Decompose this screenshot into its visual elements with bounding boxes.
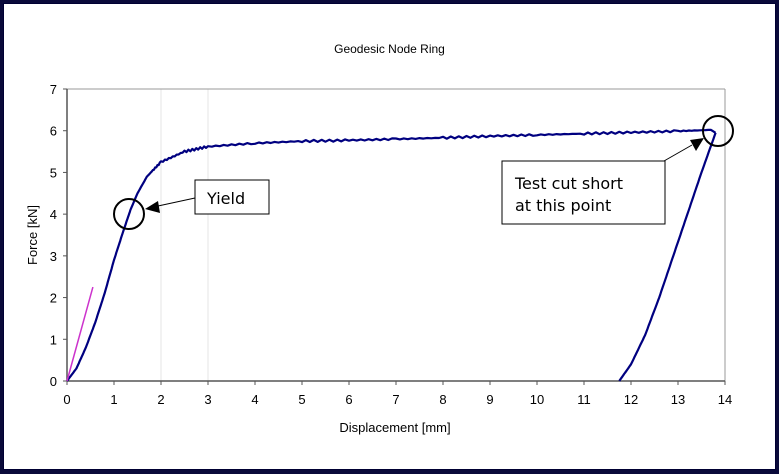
series-layer bbox=[66, 128, 717, 382]
yield-callout-label: Yield bbox=[206, 189, 245, 208]
y-tick-label: 2 bbox=[50, 291, 57, 306]
x-tick-label: 10 bbox=[530, 392, 544, 407]
x-tick-label: 3 bbox=[204, 392, 211, 407]
cut-callout-line2: at this point bbox=[515, 196, 611, 215]
yield-marker-circle bbox=[113, 198, 145, 230]
annotations: Yield Test cut short at this point bbox=[113, 115, 734, 230]
chart-title: Geodesic Node Ring bbox=[334, 42, 445, 56]
x-axis-title: Displacement [mm] bbox=[339, 420, 450, 435]
x-tick-label: 5 bbox=[298, 392, 305, 407]
y-tick-label: 6 bbox=[50, 124, 57, 139]
y-tick-label: 4 bbox=[50, 207, 57, 222]
reference-line bbox=[66, 286, 94, 382]
yield-callout-box bbox=[194, 179, 270, 215]
x-tick-label: 6 bbox=[345, 392, 352, 407]
x-tick-label: 14 bbox=[718, 392, 732, 407]
cut-marker-circle bbox=[702, 115, 734, 147]
yield-arrow bbox=[157, 197, 196, 207]
data-series-line bbox=[66, 128, 717, 382]
x-tick-label: 11 bbox=[577, 392, 591, 407]
cut-arrowhead-icon bbox=[690, 138, 704, 151]
x-tick-label: 0 bbox=[63, 392, 70, 407]
x-tick-label: 13 bbox=[671, 392, 685, 407]
y-axis-title: Force [kN] bbox=[25, 205, 40, 265]
chart-frame bbox=[3, 3, 776, 470]
data-series-line bbox=[618, 132, 717, 382]
x-tick-label: 1 bbox=[110, 392, 117, 407]
y-tick-label: 7 bbox=[50, 82, 57, 97]
x-tick-label: 12 bbox=[624, 392, 638, 407]
y-tick-label: 3 bbox=[50, 249, 57, 264]
x-tick-label: 9 bbox=[486, 392, 493, 407]
yield-arrowhead-icon bbox=[145, 201, 160, 213]
cut-callout-line1: Test cut short bbox=[514, 174, 623, 193]
x-tick-label: 8 bbox=[439, 392, 446, 407]
y-tick-label: 0 bbox=[50, 374, 57, 389]
y-tick-label: 1 bbox=[50, 332, 57, 347]
x-tick-label: 2 bbox=[157, 392, 164, 407]
cut-arrow bbox=[663, 144, 693, 162]
gridlines bbox=[160, 89, 209, 381]
x-tick-label: 4 bbox=[251, 392, 258, 407]
y-tick-label: 5 bbox=[50, 165, 57, 180]
x-tick-label: 7 bbox=[392, 392, 399, 407]
cut-callout-box bbox=[501, 160, 666, 225]
